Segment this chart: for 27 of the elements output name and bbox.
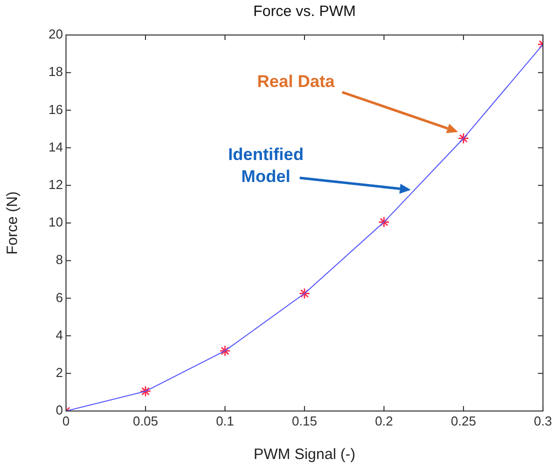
- y-axis-title: Force (N): [4, 191, 22, 255]
- y-tick-label: 4: [56, 327, 63, 342]
- y-tick-label: 12: [48, 176, 63, 192]
- chart-title: Force vs. PWM: [253, 3, 356, 20]
- point: [378, 216, 390, 228]
- y-tick-label: 2: [56, 364, 63, 380]
- y-tick-label: 0: [56, 402, 63, 418]
- x-tick-label: 0.15: [292, 413, 318, 428]
- point: [219, 345, 231, 356]
- y-tick-label: 18: [48, 64, 63, 80]
- annotation: Identified Model: [227, 144, 305, 188]
- x-tick-label: 0.25: [450, 413, 476, 428]
- y-tick-label: 8: [56, 252, 63, 268]
- point: [140, 386, 152, 397]
- x-axis-title: PWM Signal (-): [254, 446, 356, 464]
- annotation: Real Data: [256, 71, 336, 93]
- x-tick-label: 0.1: [216, 413, 234, 428]
- x-tick-label: 0.2: [374, 413, 394, 428]
- x-tick-label: 0.3: [534, 413, 552, 428]
- y-tick-label: 20: [48, 26, 63, 42]
- point: [458, 132, 470, 144]
- y-tick-label: 16: [48, 102, 63, 117]
- y-tick-label: 14: [48, 139, 63, 154]
- y-tick-label: 10: [48, 214, 63, 230]
- point: [298, 288, 310, 300]
- x-tick-label: 0.05: [132, 413, 158, 428]
- y-tick-label: 6: [56, 290, 63, 305]
